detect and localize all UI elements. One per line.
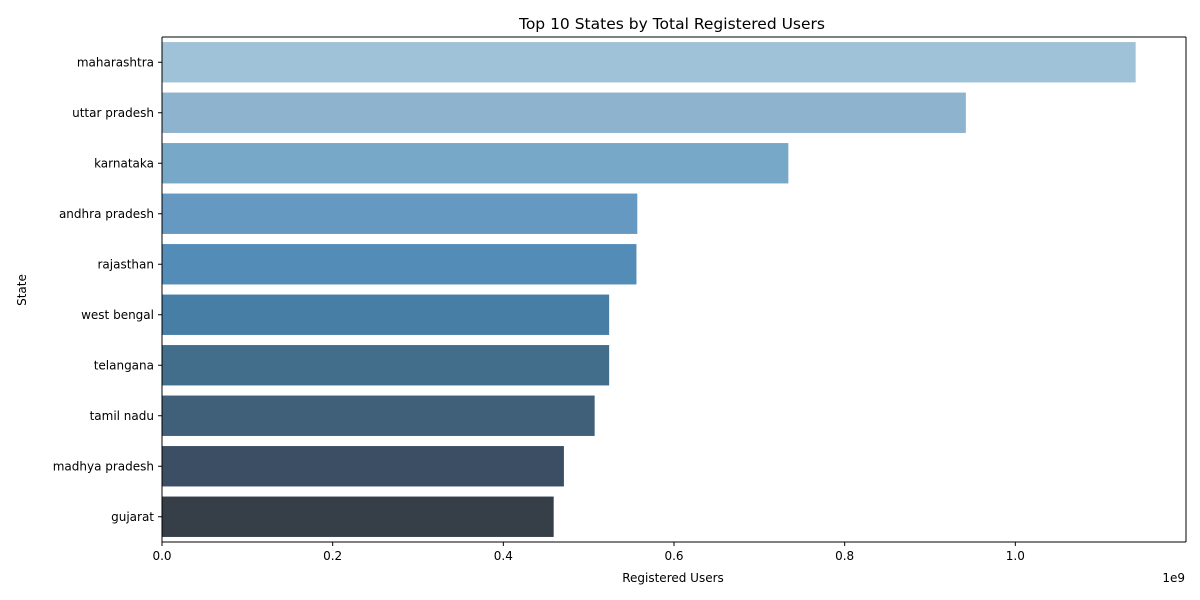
y-tick-label: rajasthan [98,257,155,271]
y-axis-label: State [15,274,29,306]
bar-andhra-pradesh [162,193,638,234]
axes-layer: maharashtra uttar pradesh karnataka andhra … [53,36,1187,563]
y-tick-label: andhra pradesh [59,207,154,221]
bar-rajasthan [162,244,637,285]
x-tick-label: 0.8 [835,549,854,563]
x-tick-label: 0.0 [152,549,171,563]
x-axis-label: Registered Users [622,571,724,585]
x-tick-label: 0.6 [664,549,683,563]
x-tick-label: 0.4 [494,549,513,563]
bar-maharashtra [162,42,1136,83]
y-tick-label: west bengal [81,308,154,322]
chart-title: Top 10 States by Total Registered Users [518,15,825,33]
x-tick-label: 1.0 [1006,549,1025,563]
y-tick-label: tamil nadu [90,409,154,423]
x-offset-label: 1e9 [1162,571,1185,585]
bar-karnataka [162,143,789,184]
y-tick-label: telangana [94,358,154,372]
bar-tamil-nadu [162,395,595,436]
bar-west-bengal [162,294,610,335]
y-tick-label: karnataka [94,156,154,170]
bar-telangana [162,345,610,386]
y-tick-label: uttar pradesh [72,106,154,120]
x-tick-label: 0.2 [323,549,342,563]
bars-layer [162,42,1136,537]
bar-gujarat [162,496,554,537]
bar-uttar-pradesh [162,92,966,133]
y-tick-label: madhya pradesh [53,459,154,473]
y-tick-label: maharashtra [77,55,154,69]
bar-madhya-pradesh [162,446,564,487]
y-tick-label: gujarat [111,510,154,524]
